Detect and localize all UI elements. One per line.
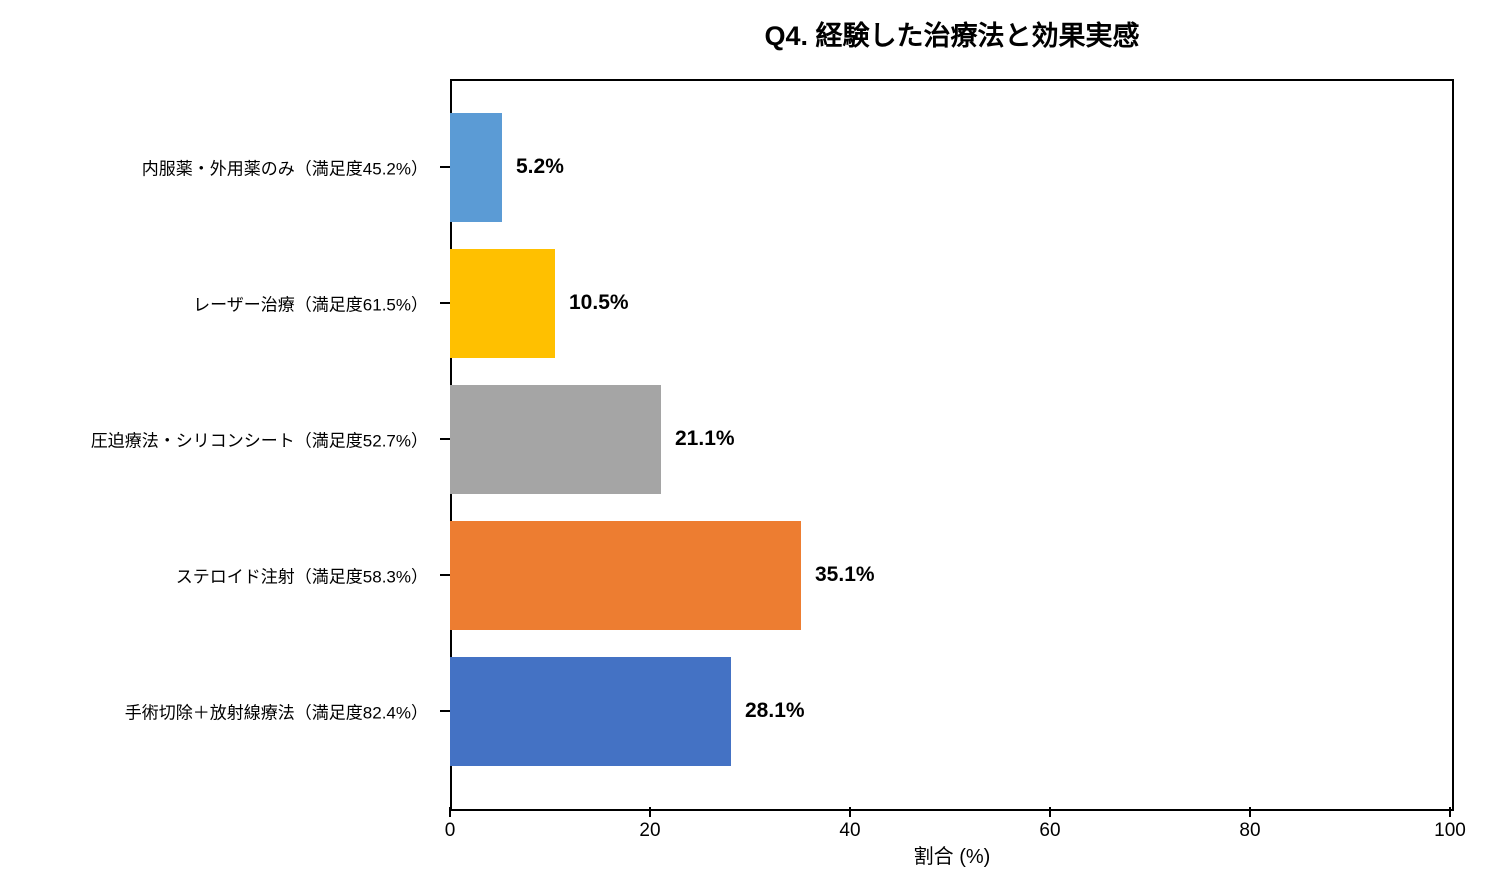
x-tick [1449, 807, 1451, 817]
category-label: レーザー治療（満足度61.5%） [193, 295, 428, 315]
bar-value-label: 10.5% [569, 291, 629, 314]
x-tick [1049, 807, 1051, 817]
bar [450, 656, 731, 766]
x-tick [849, 807, 851, 817]
y-tick [440, 438, 450, 440]
x-tick-label: 100 [1434, 820, 1466, 841]
x-tick-label: 40 [839, 820, 861, 841]
bar [450, 248, 555, 358]
y-tick [440, 302, 450, 304]
y-tick [440, 166, 450, 168]
x-tick [449, 807, 451, 817]
bar-value-label: 28.1% [745, 699, 805, 722]
x-tick-label: 0 [444, 820, 456, 841]
category-label: 圧迫療法・シリコンシート（満足度52.7%） [90, 431, 428, 451]
chart-title: Q4. 経験した治療法と効果実感 [764, 21, 1140, 51]
bar [450, 112, 502, 222]
x-tick [649, 807, 651, 817]
x-tick-label: 80 [1239, 820, 1261, 841]
y-tick [440, 574, 450, 576]
bar [450, 384, 661, 494]
category-label: 手術切除＋放射線療法（満足度82.4%） [124, 703, 428, 723]
category-label: ステロイド注射（満足度58.3%） [175, 567, 428, 587]
x-tick-label: 20 [639, 820, 661, 841]
y-tick [440, 710, 450, 712]
bar-value-label: 35.1% [815, 563, 875, 586]
category-label: 内服薬・外用薬のみ（満足度45.2%） [141, 159, 428, 179]
x-tick [1249, 807, 1251, 817]
bar [450, 520, 801, 630]
bar-value-label: 21.1% [675, 427, 735, 450]
x-axis-label: 割合 (%) [913, 846, 991, 868]
x-tick-label: 60 [1039, 820, 1061, 841]
bar-value-label: 5.2% [516, 155, 564, 178]
